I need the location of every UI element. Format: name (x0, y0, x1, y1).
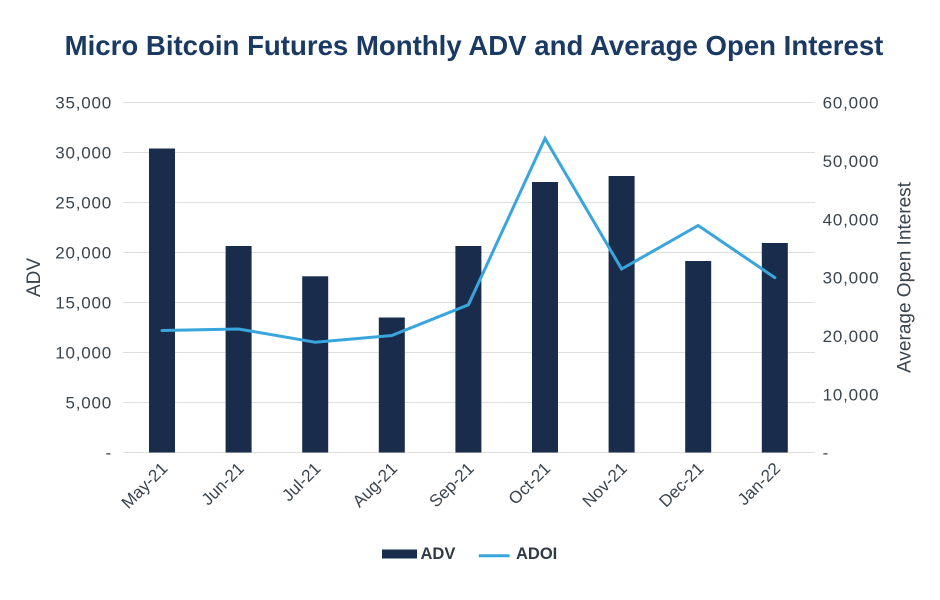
svg-text:35,000: 35,000 (55, 94, 112, 113)
svg-text:25,000: 25,000 (55, 194, 112, 213)
svg-text:-: - (106, 444, 112, 463)
svg-text:20,000: 20,000 (823, 327, 880, 346)
svg-text:Micro Bitcoin Futures Monthly: Micro Bitcoin Futures Monthly ADV and Av… (65, 30, 884, 61)
svg-text:60,000: 60,000 (823, 94, 880, 113)
svg-text:-: - (823, 444, 829, 463)
svg-text:20,000: 20,000 (55, 244, 112, 263)
svg-text:40,000: 40,000 (823, 210, 880, 229)
svg-text:10,000: 10,000 (823, 385, 880, 404)
svg-text:30,000: 30,000 (823, 269, 880, 288)
svg-text:15,000: 15,000 (55, 294, 112, 313)
svg-text:50,000: 50,000 (823, 152, 880, 171)
svg-text:30,000: 30,000 (55, 144, 112, 163)
svg-text:10,000: 10,000 (55, 344, 112, 363)
svg-text:ADOI: ADOI (516, 545, 557, 563)
svg-text:ADV: ADV (421, 545, 456, 563)
svg-text:ADV: ADV (24, 258, 45, 297)
svg-text:Average Open Interest: Average Open Interest (895, 181, 916, 373)
svg-text:5,000: 5,000 (65, 394, 112, 413)
